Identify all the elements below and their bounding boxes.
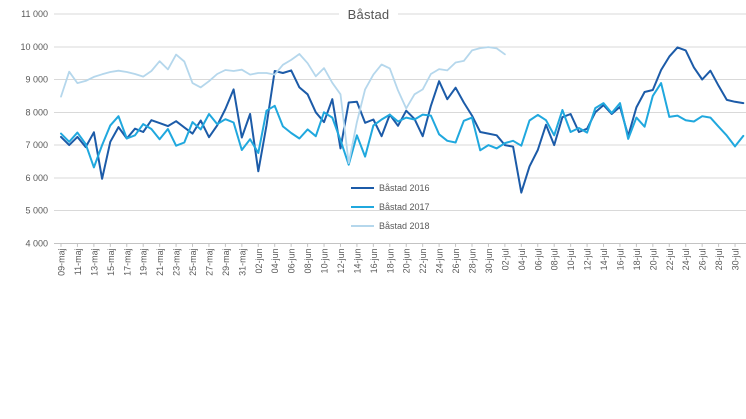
legend-item-2016: Båstad 2016	[351, 178, 430, 197]
x-axis-label: 25-maj	[188, 248, 198, 276]
series-line-båstad-2016	[60, 46, 745, 194]
x-axis-label: 04-jun	[270, 248, 280, 273]
x-axis-label: 04-jul	[517, 248, 527, 270]
x-axis-label: 22-jul	[665, 248, 675, 270]
x-axis-label: 18-jul	[632, 248, 642, 270]
y-axis-label: 7 000	[25, 140, 48, 150]
y-axis-label: 5 000	[25, 206, 48, 216]
x-axis-label: 14-jul	[599, 248, 609, 270]
x-axis-label: 21-maj	[155, 248, 165, 276]
legend-line-swatch-2017	[351, 205, 374, 208]
x-axis-label: 31-maj	[237, 248, 247, 276]
x-axis-label: 28-jun	[468, 248, 478, 273]
x-axis-label: 27-maj	[204, 248, 214, 276]
x-axis-label: 28-jul	[714, 248, 724, 270]
x-axis-label: 16-jul	[615, 248, 625, 270]
x-axis-label: 26-jun	[451, 248, 461, 273]
x-axis-label: 23-maj	[172, 248, 182, 276]
x-axis-label: 08-jun	[303, 248, 313, 273]
x-axis-label: 12-jul	[583, 248, 593, 270]
x-axis-label: 18-jun	[385, 248, 395, 273]
legend-label-2018: Båstad 2018	[379, 220, 430, 231]
x-axis-label: 20-jun	[402, 248, 412, 273]
x-axis-label: 24-jun	[435, 248, 445, 273]
x-axis-label: 06-jul	[533, 248, 543, 270]
x-axis-label: 10-jul	[566, 248, 576, 270]
x-axis-label: 19-maj	[139, 248, 149, 276]
legend-line-swatch-2018	[351, 224, 374, 227]
y-axis-label: 8 000	[25, 107, 48, 117]
x-axis-label: 06-jun	[287, 248, 297, 273]
legend-item-2018: Båstad 2018	[351, 216, 430, 235]
x-axis-label: 30-jul	[731, 248, 741, 270]
x-axis-label: 12-jun	[336, 248, 346, 273]
chart-legend: Båstad 2016 Båstad 2017 Båstad 2018	[351, 178, 430, 235]
y-axis-label: 11 000	[21, 9, 48, 19]
legend-item-2017: Båstad 2017	[351, 197, 430, 216]
x-axis-label: 15-maj	[106, 248, 116, 276]
x-axis-label: 02-jul	[500, 248, 510, 270]
x-axis-label: 17-maj	[122, 248, 132, 276]
x-axis-label: 13-maj	[89, 248, 99, 276]
x-axis-label: 30-jun	[484, 248, 494, 273]
x-axis-label: 09-maj	[57, 248, 67, 276]
x-axis-label: 14-jun	[352, 248, 362, 273]
series-line-båstad-2017	[60, 82, 745, 169]
x-axis-label: 10-jun	[320, 248, 330, 273]
x-axis-label: 16-jun	[369, 248, 379, 273]
x-axis-label: 22-jun	[418, 248, 428, 273]
series-line-båstad-2018	[60, 46, 506, 165]
y-axis-label: 9 000	[25, 75, 48, 85]
x-axis-label: 24-jul	[681, 248, 691, 270]
x-axis-label: 20-jul	[648, 248, 658, 270]
y-axis-label: 10 000	[20, 42, 48, 52]
y-axis-label: 6 000	[25, 173, 48, 183]
x-axis-label: 11-maj	[73, 248, 83, 275]
legend-label-2016: Båstad 2016	[379, 182, 430, 193]
x-axis-label: 02-jun	[254, 248, 264, 273]
y-axis-label: 4 000	[25, 238, 48, 248]
legend-label-2017: Båstad 2017	[379, 201, 430, 212]
x-axis-label: 29-maj	[221, 248, 231, 276]
legend-line-swatch-2016	[351, 186, 374, 189]
x-axis-label: 08-jul	[550, 248, 560, 270]
x-axis-label: 26-jul	[698, 248, 708, 270]
